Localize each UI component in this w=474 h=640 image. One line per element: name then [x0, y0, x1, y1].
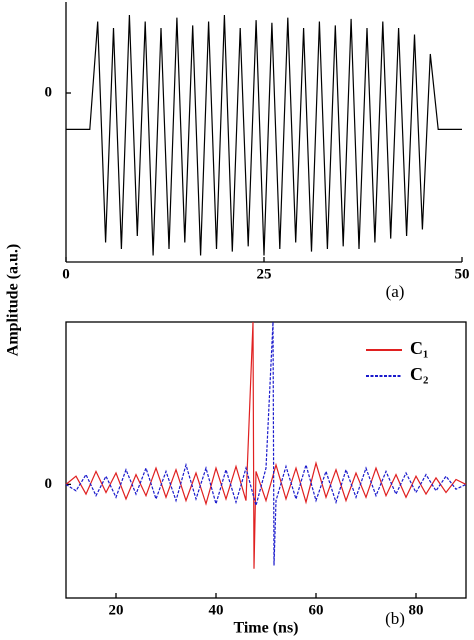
- x-tick-label: 25: [257, 266, 272, 282]
- x-tick-label: 50: [455, 266, 470, 282]
- x-axis-label: Time (ns): [233, 620, 298, 637]
- x-tick-label: 60: [309, 602, 324, 618]
- y-tick-label: 0: [45, 84, 53, 100]
- x-tick-label: 20: [109, 602, 124, 618]
- series-line: [66, 14, 462, 256]
- x-tick-label: 0: [62, 266, 70, 282]
- series-line: [65, 321, 467, 566]
- x-tick-label: 80: [409, 602, 424, 618]
- panel-label: (b): [385, 609, 405, 628]
- y-tick-label: 0: [45, 476, 53, 492]
- panel-label: (a): [386, 282, 405, 301]
- legend-label: C₂: [410, 364, 428, 384]
- legend-label: C₁: [410, 338, 428, 358]
- y-axis-label: Amplitude (a.u.): [5, 244, 22, 356]
- plot-frame: [65, 321, 467, 599]
- x-tick-label: 40: [209, 602, 224, 618]
- series-line: [65, 321, 467, 569]
